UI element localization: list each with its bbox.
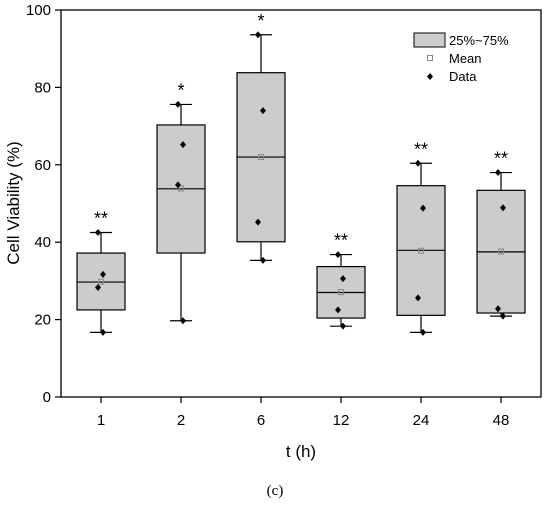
x-tick-label: 2 [177, 412, 185, 429]
mean-marker [98, 278, 104, 285]
data-point [100, 328, 106, 336]
data-point [95, 283, 101, 291]
mean-marker [498, 248, 504, 255]
box-group-1: ** [76, 209, 126, 336]
box-group-24: ** [396, 139, 446, 336]
mean-marker [338, 289, 344, 296]
x-tick-label: 24 [413, 412, 430, 429]
data-point [420, 204, 426, 212]
mean-marker [178, 185, 184, 192]
data-point [255, 218, 261, 226]
data-point [495, 169, 501, 177]
x-tick-label: 1 [97, 412, 105, 429]
y-tick-label: 0 [43, 389, 51, 406]
data-point [260, 256, 266, 264]
significance-label: * [177, 80, 184, 100]
y-tick-label: 20 [34, 312, 51, 329]
data-point [340, 322, 346, 330]
legend-label-box: 25%~75% [449, 33, 509, 48]
box-group-12: ** [316, 231, 366, 330]
legend-label-data: Data [449, 69, 477, 84]
y-tick-label: 60 [34, 157, 51, 174]
y-tick-label: 100 [26, 2, 51, 19]
legend-box-swatch [413, 32, 446, 48]
significance-label: * [257, 11, 264, 31]
x-axis-label: t (h) [286, 442, 316, 461]
data-point [420, 328, 426, 336]
data-point [495, 305, 501, 313]
data-point [500, 312, 506, 320]
data-point [335, 306, 341, 314]
data-point [260, 107, 266, 115]
mean-marker [258, 154, 264, 161]
x-tick-label: 6 [257, 412, 265, 429]
data-point [95, 229, 101, 237]
data-point [500, 204, 506, 212]
figure-caption: (c) [266, 483, 284, 499]
data-point [100, 270, 106, 278]
data-point [415, 159, 421, 167]
y-axis-label: Cell Viability (%) [4, 141, 23, 264]
significance-label: ** [94, 209, 108, 229]
box-group-6: * [236, 11, 286, 264]
data-point [180, 141, 186, 149]
data-point [335, 251, 341, 259]
mean-marker [418, 247, 424, 254]
y-tick-label: 80 [34, 79, 51, 96]
significance-label: ** [494, 149, 508, 169]
x-tick-label: 12 [333, 412, 350, 429]
data-point [415, 294, 421, 302]
legend-label-mean: Mean [449, 51, 482, 66]
data-point [340, 275, 346, 283]
significance-label: ** [334, 231, 348, 251]
box-group-48: ** [476, 149, 526, 320]
boxes-layer: ******** ** [76, 11, 526, 336]
data-point [180, 317, 186, 325]
legend-data-swatch [427, 73, 433, 80]
legend-mean-swatch [427, 55, 433, 61]
plot-frame [60, 9, 542, 398]
data-point [175, 100, 181, 108]
data-point [175, 181, 181, 189]
y-tick-label: 40 [34, 234, 51, 251]
data-point [255, 31, 261, 39]
legend: 25%~75% Mean Data [413, 32, 509, 84]
x-tick-label: 48 [493, 412, 510, 429]
box-group-2: * [156, 80, 206, 325]
significance-label: ** [414, 139, 428, 159]
